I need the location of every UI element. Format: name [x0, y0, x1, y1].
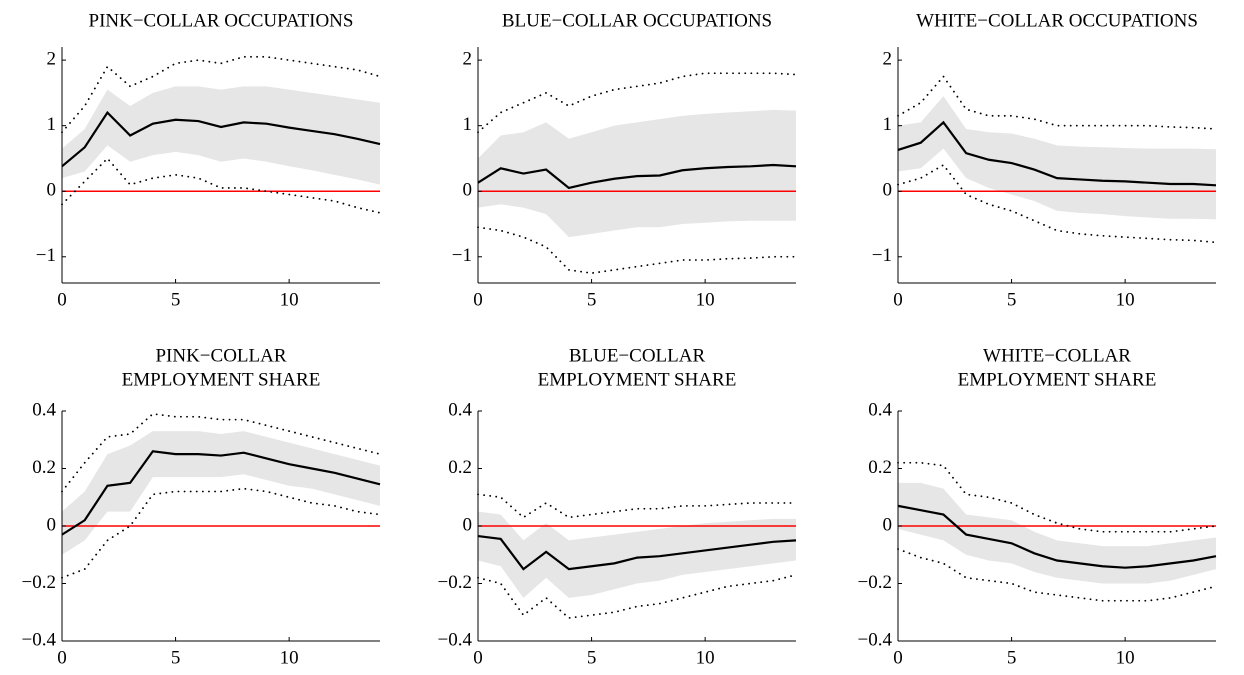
- y-tick-label: 2: [463, 48, 473, 69]
- y-tick-label: −0.2: [858, 572, 892, 593]
- chart-title: WHITE−COLLAR OCCUPATIONS: [916, 10, 1198, 31]
- x-tick-label: 5: [1007, 289, 1017, 310]
- y-tick-label: −0.2: [438, 572, 472, 593]
- y-tick-label: −0.4: [858, 629, 893, 650]
- y-tick-label: 0: [47, 180, 57, 201]
- confidence-band: [478, 109, 796, 238]
- y-tick-label: 1: [463, 114, 473, 135]
- y-tick-label: −1: [872, 245, 892, 266]
- confidence-band: [898, 96, 1216, 220]
- x-tick-label: 10: [1116, 647, 1135, 668]
- y-tick-label: 2: [47, 48, 57, 69]
- dotted-bound: [897, 548, 1217, 602]
- x-tick-label: 10: [280, 647, 299, 668]
- response-line: [897, 504, 1217, 569]
- dotted-bound: [477, 573, 797, 619]
- response-line: [61, 110, 381, 168]
- y-tick-label: 0.2: [32, 457, 56, 478]
- chart-title: BLUE−COLLAR: [569, 345, 706, 366]
- y-tick-label: −1: [452, 245, 472, 266]
- chart-title: PINK−COLLAR: [155, 345, 286, 366]
- dotted-bound: [61, 412, 381, 493]
- x-tick-label: 5: [587, 647, 597, 668]
- y-tick-label: 0: [47, 514, 57, 535]
- confidence-band: [62, 86, 380, 185]
- y-tick-label: −0.2: [22, 572, 56, 593]
- y-tick-label: 0: [883, 514, 893, 535]
- x-tick-label: 10: [696, 647, 715, 668]
- response-line: [477, 163, 797, 190]
- x-tick-label: 10: [280, 289, 299, 310]
- response-line: [61, 450, 381, 536]
- y-tick-label: 2: [883, 48, 893, 69]
- dotted-bound: [477, 72, 797, 134]
- y-tick-label: 0: [883, 180, 893, 201]
- y-tick-label: −1: [36, 245, 56, 266]
- chart-title: PINK−COLLAR OCCUPATIONS: [89, 10, 354, 31]
- chart-title: EMPLOYMENT SHARE: [958, 369, 1157, 390]
- confidence-band: [62, 431, 380, 555]
- x-tick-label: 10: [1116, 289, 1135, 310]
- confidence-band: [898, 482, 1216, 584]
- x-tick-label: 0: [893, 289, 903, 310]
- x-tick-label: 5: [171, 289, 181, 310]
- x-tick-label: 0: [893, 647, 903, 668]
- chart-title: BLUE−COLLAR OCCUPATIONS: [502, 10, 772, 31]
- y-tick-label: −0.4: [438, 629, 473, 650]
- dotted-bound: [61, 487, 381, 579]
- chart-title: EMPLOYMENT SHARE: [538, 369, 737, 390]
- x-tick-label: 0: [473, 289, 483, 310]
- chart-title: WHITE−COLLAR: [983, 345, 1131, 366]
- x-tick-label: 10: [696, 289, 715, 310]
- y-tick-label: −0.4: [22, 629, 57, 650]
- dotted-bound: [897, 75, 1217, 130]
- x-tick-label: 5: [1007, 647, 1017, 668]
- chart-title: EMPLOYMENT SHARE: [122, 369, 321, 390]
- x-tick-label: 0: [57, 647, 67, 668]
- y-tick-label: 0.2: [868, 457, 892, 478]
- y-tick-label: 0.2: [448, 457, 472, 478]
- dotted-bound: [61, 55, 381, 134]
- y-tick-label: 0: [463, 514, 473, 535]
- x-tick-label: 0: [473, 647, 483, 668]
- response-line: [897, 120, 1217, 187]
- y-tick-label: 0: [463, 180, 473, 201]
- x-tick-label: 0: [57, 289, 67, 310]
- confidence-band: [478, 511, 796, 598]
- dotted-bound: [477, 493, 797, 519]
- x-tick-label: 5: [171, 647, 181, 668]
- y-tick-label: 1: [47, 114, 57, 135]
- y-tick-label: 0.4: [448, 399, 472, 420]
- y-tick-label: 0.4: [868, 399, 892, 420]
- y-tick-label: 0.4: [32, 399, 56, 420]
- x-tick-label: 5: [587, 289, 597, 310]
- response-line: [477, 534, 797, 571]
- y-tick-label: 1: [883, 114, 893, 135]
- dotted-bound: [477, 226, 797, 275]
